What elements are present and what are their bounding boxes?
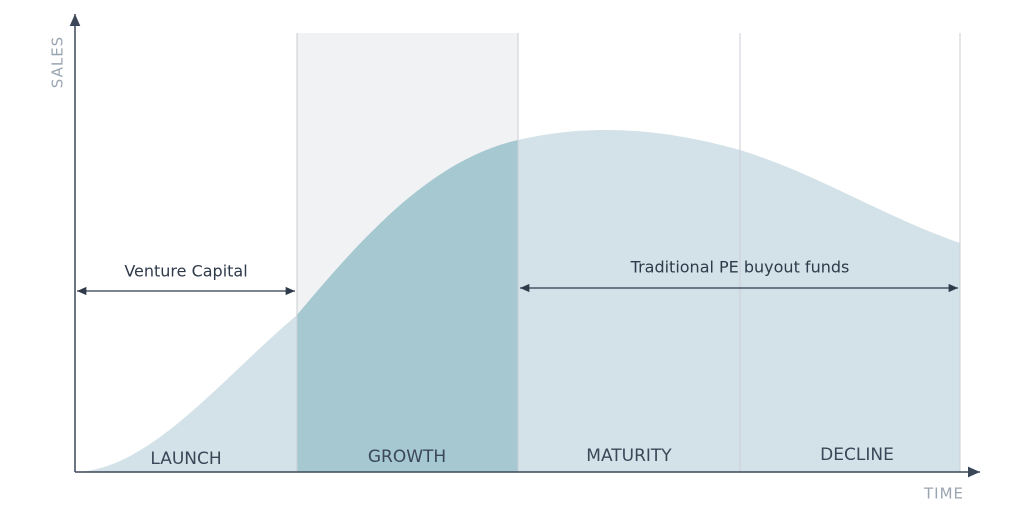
funding-label: Venture Capital	[124, 262, 247, 281]
stage-label: LAUNCH	[150, 449, 221, 469]
y-axis-label: SALES	[49, 36, 67, 88]
x-axis-label: TIME	[923, 485, 964, 503]
stage-label: DECLINE	[820, 445, 894, 465]
stage-label: MATURITY	[586, 446, 672, 466]
stage-label: GROWTH	[368, 447, 446, 467]
funding-label: Traditional PE buyout funds	[630, 258, 850, 277]
growth-curve	[297, 140, 518, 472]
